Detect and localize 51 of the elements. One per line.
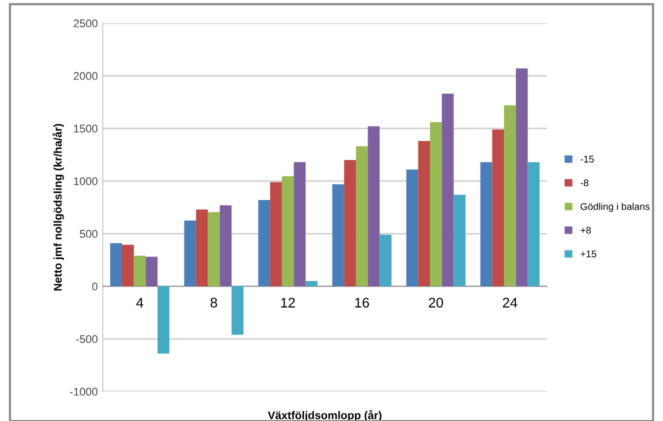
bar [492,129,504,286]
y-tick-label: 0 [92,282,98,290]
bar [196,209,208,286]
legend-label: +8 [580,226,591,234]
y-tick-label: 1500 [74,124,98,133]
bar [146,256,158,286]
bar [134,256,146,286]
bar [504,105,516,286]
bar [306,281,318,286]
legend-label: Gödling i balans [580,202,650,212]
bar [430,122,442,286]
legend-label: -8 [580,179,588,186]
bar [368,126,380,286]
bar [332,184,344,286]
bar [258,200,270,286]
bar [516,68,528,286]
y-tick-label: -500 [76,335,98,344]
bar [220,205,232,286]
x-tick-label: 24 [502,298,518,308]
bar [344,160,356,286]
y-tick-label: 2500 [74,19,98,28]
bar [208,212,220,286]
y-tick-label: 500 [80,230,98,238]
bar [270,182,282,286]
x-tick-label: 12 [281,298,295,308]
bar [528,162,540,286]
bar [122,244,134,286]
bar [406,169,418,286]
bar [442,94,454,286]
bar [454,194,466,286]
legend-label: +15 [580,250,596,258]
x-tick-label: 20 [428,298,444,308]
bar [480,162,492,286]
bar [184,220,196,286]
bar [282,176,294,286]
y-tick-label: 2000 [74,72,98,80]
bar [110,243,122,286]
bar [232,286,244,335]
y-tick-label: 1000 [74,177,98,186]
y-axis-title: Netto jmf nollgödsling (kr/ha/år) [52,124,64,291]
bar [380,234,392,286]
bar [418,141,430,286]
bar [158,286,170,354]
x-axis-title: Växtföljdsomlopp (år) [268,410,382,421]
x-tick-label: 16 [355,298,369,308]
x-tick-label: 8 [210,298,218,308]
bar [294,162,306,286]
y-tick-label: -1000 [70,388,98,396]
legend-label: -15 [580,156,594,163]
bar [356,146,368,286]
x-tick-label: 4 [136,298,144,308]
